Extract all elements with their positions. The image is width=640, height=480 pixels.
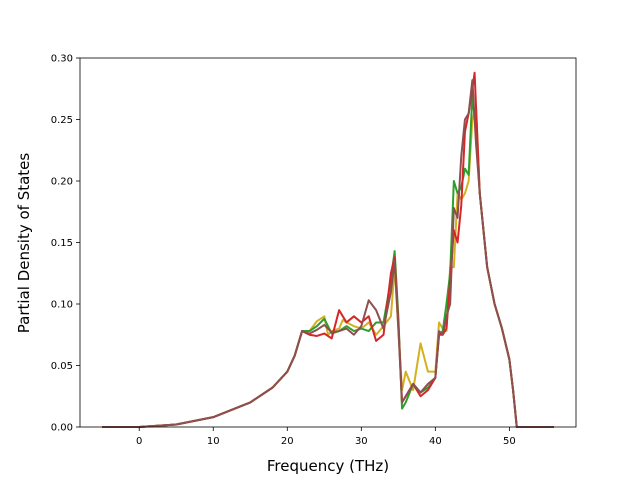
x-tick-label: 0: [136, 436, 142, 447]
series-lines: [102, 71, 554, 428]
plot-frame: [79, 57, 577, 428]
y-tick-label: 0.30: [51, 54, 73, 65]
x-tick-label: 10: [207, 436, 220, 447]
y-axis-ticks: 0.00 0.05 0.10 0.15 0.20 0.25 0.30: [51, 54, 80, 434]
y-tick-label: 0.15: [51, 238, 73, 249]
y-tick-label: 0.05: [51, 361, 73, 372]
x-axis-ticks: 0 10 20 30 40 50: [136, 427, 516, 447]
y-tick-label: 0.25: [51, 115, 73, 126]
series-line-1: [102, 106, 554, 428]
x-tick-label: 50: [503, 436, 516, 447]
y-tick-label: 0.10: [51, 300, 73, 311]
x-axis-label: Frequency (THz): [267, 457, 389, 475]
x-tick-label: 20: [281, 436, 294, 447]
y-tick-label: 0.20: [51, 177, 73, 188]
y-axis-label: Partial Density of States: [15, 153, 33, 334]
x-tick-label: 40: [429, 436, 442, 447]
y-tick-label: 0.00: [51, 423, 73, 434]
x-tick-label: 30: [355, 436, 368, 447]
series-line-4: [102, 79, 554, 428]
